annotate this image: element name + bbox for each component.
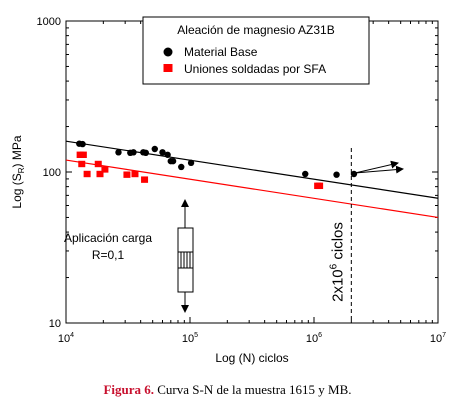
y-axis-label-unit: ) MPa bbox=[10, 135, 24, 167]
vertical-line-label-unit: ciclos bbox=[329, 222, 346, 264]
data-points bbox=[76, 140, 358, 190]
data-point-uniones bbox=[79, 151, 87, 158]
figure-caption: Figura 6. Curva S-N de la muestra 1615 y… bbox=[0, 382, 455, 398]
data-point-material-base bbox=[350, 170, 358, 178]
x-tick-label-mant: 10 bbox=[306, 333, 318, 345]
vertical-line-label-mant: 2x10 bbox=[329, 269, 346, 302]
fit-lines bbox=[65, 140, 439, 219]
x-tick-label: 106 bbox=[306, 332, 322, 345]
data-point-material-base bbox=[151, 145, 158, 153]
legend: Aleación de magnesio AZ31B Material Base… bbox=[142, 16, 370, 85]
y-tick-label: 100 bbox=[43, 167, 61, 179]
specimen-icon bbox=[177, 199, 194, 313]
x-tick-label: 107 bbox=[430, 332, 446, 345]
data-point-material-base bbox=[79, 140, 86, 148]
x-tick-label-mant: 10 bbox=[58, 333, 70, 345]
legend-box bbox=[142, 16, 370, 85]
legend-title: Aleación de magnesio AZ31B bbox=[177, 23, 334, 37]
vertical-line-label-exp: 6 bbox=[328, 263, 339, 269]
x-axis-label: Log (N) ciclos bbox=[215, 351, 288, 365]
x-tick-label-exp: 4 bbox=[70, 332, 74, 339]
y-axis-label-sub: R bbox=[17, 167, 26, 173]
y-tick-labels: 10 100 1000 bbox=[37, 16, 61, 330]
specimen-gauge bbox=[177, 251, 194, 269]
data-point-uniones bbox=[94, 160, 102, 168]
x-tick-label-exp: 7 bbox=[442, 332, 446, 339]
runout-arrow-upper bbox=[354, 160, 399, 174]
legend-label-uniones: Uniones soldadas por SFA bbox=[184, 62, 326, 76]
runout-arrow-lower bbox=[354, 165, 404, 174]
legend-marker-uniones bbox=[163, 64, 173, 72]
data-point-material-base bbox=[130, 149, 137, 156]
data-point-uniones bbox=[96, 170, 104, 178]
y-tick-label: 1000 bbox=[37, 16, 61, 28]
legend-label-material-base: Material Base bbox=[184, 45, 258, 59]
load-annotation: Aplicación carga R=0,1 bbox=[64, 199, 194, 313]
runout-arrows bbox=[354, 160, 404, 174]
data-point-material-base bbox=[178, 163, 185, 171]
y-axis-label-main: Log (S bbox=[10, 173, 24, 208]
figure-caption-text: Curva S-N de la muestra 1615 y MB. bbox=[154, 382, 352, 397]
x-tick-label-mant: 10 bbox=[182, 333, 194, 345]
y-axis-label: Log (SR) MPa bbox=[10, 135, 26, 208]
data-point-material-base bbox=[302, 170, 309, 178]
data-point-uniones bbox=[316, 182, 324, 190]
data-point-material-base bbox=[115, 149, 122, 156]
legend-marker-material-base bbox=[163, 47, 173, 57]
x-tick-label-exp: 6 bbox=[318, 332, 322, 339]
data-point-uniones bbox=[131, 170, 139, 178]
x-tick-labels: 104 105 106 107 bbox=[58, 332, 446, 345]
data-point-material-base bbox=[169, 157, 177, 165]
data-point-uniones bbox=[78, 160, 86, 168]
annotation-line-2: R=0,1 bbox=[92, 248, 125, 262]
data-point-uniones bbox=[101, 166, 109, 173]
data-point-material-base bbox=[187, 159, 195, 167]
vertical-line-label: 2x106 ciclos bbox=[328, 222, 346, 302]
data-point-uniones bbox=[123, 171, 131, 178]
data-point-uniones bbox=[141, 176, 149, 183]
data-point-material-base bbox=[159, 149, 166, 156]
data-point-material-base bbox=[333, 171, 340, 178]
data-point-material-base bbox=[142, 149, 149, 157]
x-tick-label-exp: 5 bbox=[194, 332, 198, 339]
x-tick-label: 105 bbox=[182, 332, 198, 345]
y-tick-label: 10 bbox=[49, 318, 61, 330]
figure-number: Figura 6. bbox=[103, 382, 155, 397]
x-tick-label-mant: 10 bbox=[430, 333, 442, 345]
fit-line bbox=[65, 159, 439, 219]
annotation-line-1: Aplicación carga bbox=[64, 231, 152, 245]
data-point-material-base bbox=[164, 151, 171, 158]
x-tick-label: 104 bbox=[58, 332, 74, 345]
fit-line bbox=[65, 140, 439, 199]
data-point-uniones bbox=[83, 170, 91, 178]
